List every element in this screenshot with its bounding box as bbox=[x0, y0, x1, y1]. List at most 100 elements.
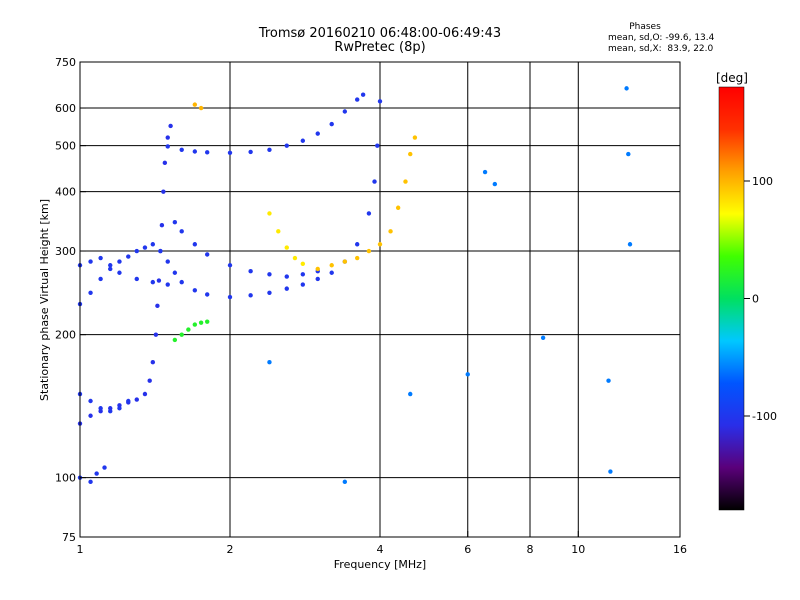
data-point bbox=[300, 138, 306, 143]
data-point bbox=[342, 479, 348, 485]
data-point bbox=[158, 248, 163, 254]
data-point bbox=[168, 123, 173, 129]
data-point bbox=[117, 259, 122, 264]
data-point bbox=[117, 406, 122, 411]
data-point bbox=[329, 121, 334, 127]
data-point bbox=[172, 270, 178, 275]
data-point bbox=[408, 151, 413, 157]
data-point bbox=[248, 149, 253, 155]
y-axis: 75 100 200 300 400 500 600 750 bbox=[55, 56, 86, 544]
stats-line-x: mean, sd,X: 83.9, 22.0 bbox=[608, 44, 714, 54]
data-point bbox=[142, 391, 148, 397]
data-point bbox=[377, 99, 383, 104]
data-point bbox=[292, 255, 298, 261]
y-tick-label: 200 bbox=[55, 329, 76, 342]
chart-title: Tromsø 20160210 06:48:00-06:49:43 bbox=[258, 26, 502, 41]
data-point bbox=[165, 282, 170, 287]
data-point bbox=[204, 292, 210, 297]
data-point bbox=[126, 254, 131, 259]
data-point bbox=[150, 279, 156, 285]
data-point bbox=[624, 86, 629, 91]
data-point bbox=[98, 255, 103, 261]
data-point bbox=[179, 332, 184, 337]
data-point bbox=[179, 229, 184, 234]
data-point bbox=[284, 245, 289, 250]
data-point bbox=[179, 147, 184, 153]
data-point bbox=[88, 479, 93, 485]
data-point bbox=[403, 179, 408, 184]
data-point bbox=[315, 266, 320, 272]
data-point bbox=[482, 169, 488, 175]
data-point bbox=[179, 279, 184, 285]
data-point bbox=[267, 147, 272, 153]
data-point bbox=[300, 272, 306, 277]
data-point bbox=[162, 160, 168, 166]
colorbar-label: [deg] bbox=[716, 71, 748, 85]
data-point bbox=[412, 135, 418, 140]
chart-subtitle: RwPretec (8p) bbox=[334, 40, 426, 55]
data-point bbox=[172, 219, 178, 225]
data-point bbox=[248, 293, 253, 298]
data-point bbox=[159, 223, 165, 228]
data-point bbox=[284, 274, 289, 279]
data-point bbox=[300, 282, 306, 287]
data-point bbox=[98, 406, 103, 411]
y-tick-label: 300 bbox=[55, 245, 76, 258]
data-point bbox=[540, 335, 546, 340]
data-point bbox=[192, 149, 198, 154]
data-point bbox=[354, 255, 360, 261]
data-point bbox=[315, 131, 320, 136]
data-point bbox=[88, 290, 93, 296]
data-point bbox=[204, 150, 210, 155]
data-point bbox=[388, 229, 393, 234]
data-point bbox=[98, 276, 103, 282]
data-point bbox=[377, 242, 383, 247]
data-point bbox=[134, 276, 139, 282]
data-point bbox=[204, 252, 210, 257]
data-point bbox=[408, 391, 413, 397]
data-point bbox=[227, 150, 233, 155]
x-tick-label: 10 bbox=[571, 543, 585, 556]
data-point bbox=[192, 322, 198, 327]
data-point bbox=[354, 97, 360, 102]
data-point bbox=[284, 286, 289, 291]
series-layer bbox=[77, 86, 633, 485]
data-point bbox=[267, 290, 272, 296]
data-point bbox=[342, 259, 348, 264]
y-tick-label: 600 bbox=[55, 102, 76, 115]
y-axis-label: Stationary phase Virtual Height [km] bbox=[38, 199, 51, 401]
data-point bbox=[108, 263, 113, 268]
data-point bbox=[161, 189, 166, 194]
data-point bbox=[108, 409, 113, 414]
data-point bbox=[94, 471, 99, 476]
data-point bbox=[267, 272, 272, 277]
data-point bbox=[134, 397, 139, 402]
colorbar-tick-label: -100 bbox=[752, 410, 777, 423]
data-point bbox=[608, 469, 613, 474]
data-point bbox=[165, 259, 170, 264]
data-point bbox=[165, 144, 170, 149]
data-point bbox=[276, 229, 281, 234]
data-point bbox=[192, 102, 198, 107]
data-point bbox=[147, 378, 152, 383]
data-point bbox=[150, 360, 156, 365]
colorbar bbox=[718, 86, 745, 511]
data-point bbox=[227, 294, 233, 300]
data-point bbox=[134, 248, 139, 254]
data-point bbox=[117, 270, 122, 275]
data-point bbox=[153, 332, 159, 337]
y-tick-label: 75 bbox=[62, 531, 76, 544]
x-axis-label: Frequency [MHz] bbox=[334, 558, 426, 571]
data-point bbox=[372, 179, 377, 184]
data-point bbox=[88, 398, 93, 404]
x-tick-label: 1 bbox=[77, 543, 84, 556]
data-point bbox=[329, 263, 334, 268]
data-point bbox=[284, 143, 289, 148]
data-point bbox=[267, 211, 272, 216]
data-point bbox=[315, 276, 320, 282]
data-point bbox=[342, 109, 348, 114]
data-point bbox=[172, 337, 178, 343]
data-point bbox=[204, 319, 210, 324]
